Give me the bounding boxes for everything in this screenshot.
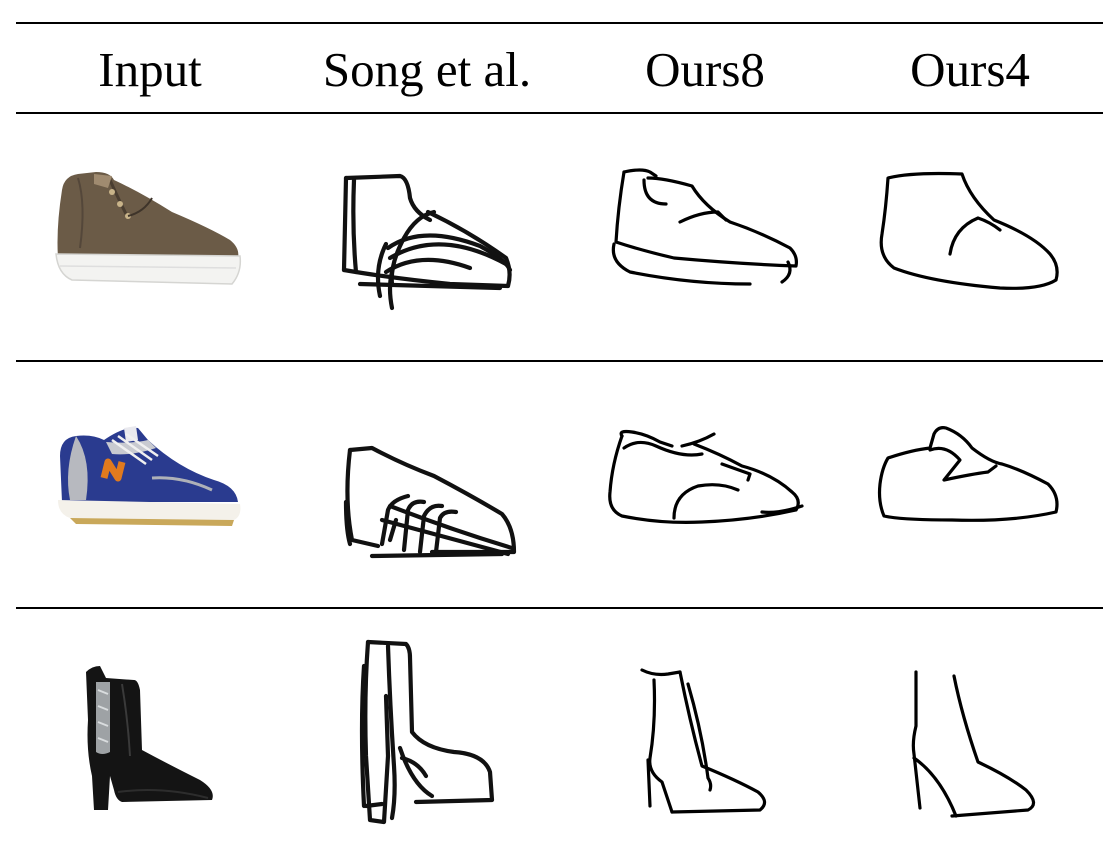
song-sketch-1 bbox=[341, 173, 513, 311]
row-divider-1 bbox=[16, 360, 1103, 362]
top-rule bbox=[16, 22, 1103, 24]
ours4-sketch-2 bbox=[877, 426, 1059, 522]
table-header: Input Song et al. Ours8 Ours4 bbox=[0, 42, 1119, 98]
row-divider-2 bbox=[16, 607, 1103, 609]
ours4-sketch-3 bbox=[911, 670, 1036, 818]
blue-orange-n-sneaker-photo bbox=[58, 426, 241, 526]
ours8-sketch-2 bbox=[608, 429, 804, 524]
black-heeled-ankle-boot-photo bbox=[86, 666, 213, 810]
column-header-song: Song et al. bbox=[322, 42, 532, 97]
column-header-ours4: Ours4 bbox=[910, 42, 1030, 97]
ours4-sketch-1 bbox=[879, 171, 1059, 290]
song-sketch-3 bbox=[359, 639, 495, 825]
brown-chukka-boot-photo bbox=[55, 172, 242, 285]
ours8-sketch-1 bbox=[611, 168, 798, 286]
song-sketch-2 bbox=[343, 445, 517, 559]
column-header-input: Input bbox=[98, 42, 202, 97]
header-rule bbox=[16, 112, 1103, 114]
column-header-ours8: Ours8 bbox=[645, 42, 765, 97]
ours8-sketch-3 bbox=[640, 668, 767, 814]
